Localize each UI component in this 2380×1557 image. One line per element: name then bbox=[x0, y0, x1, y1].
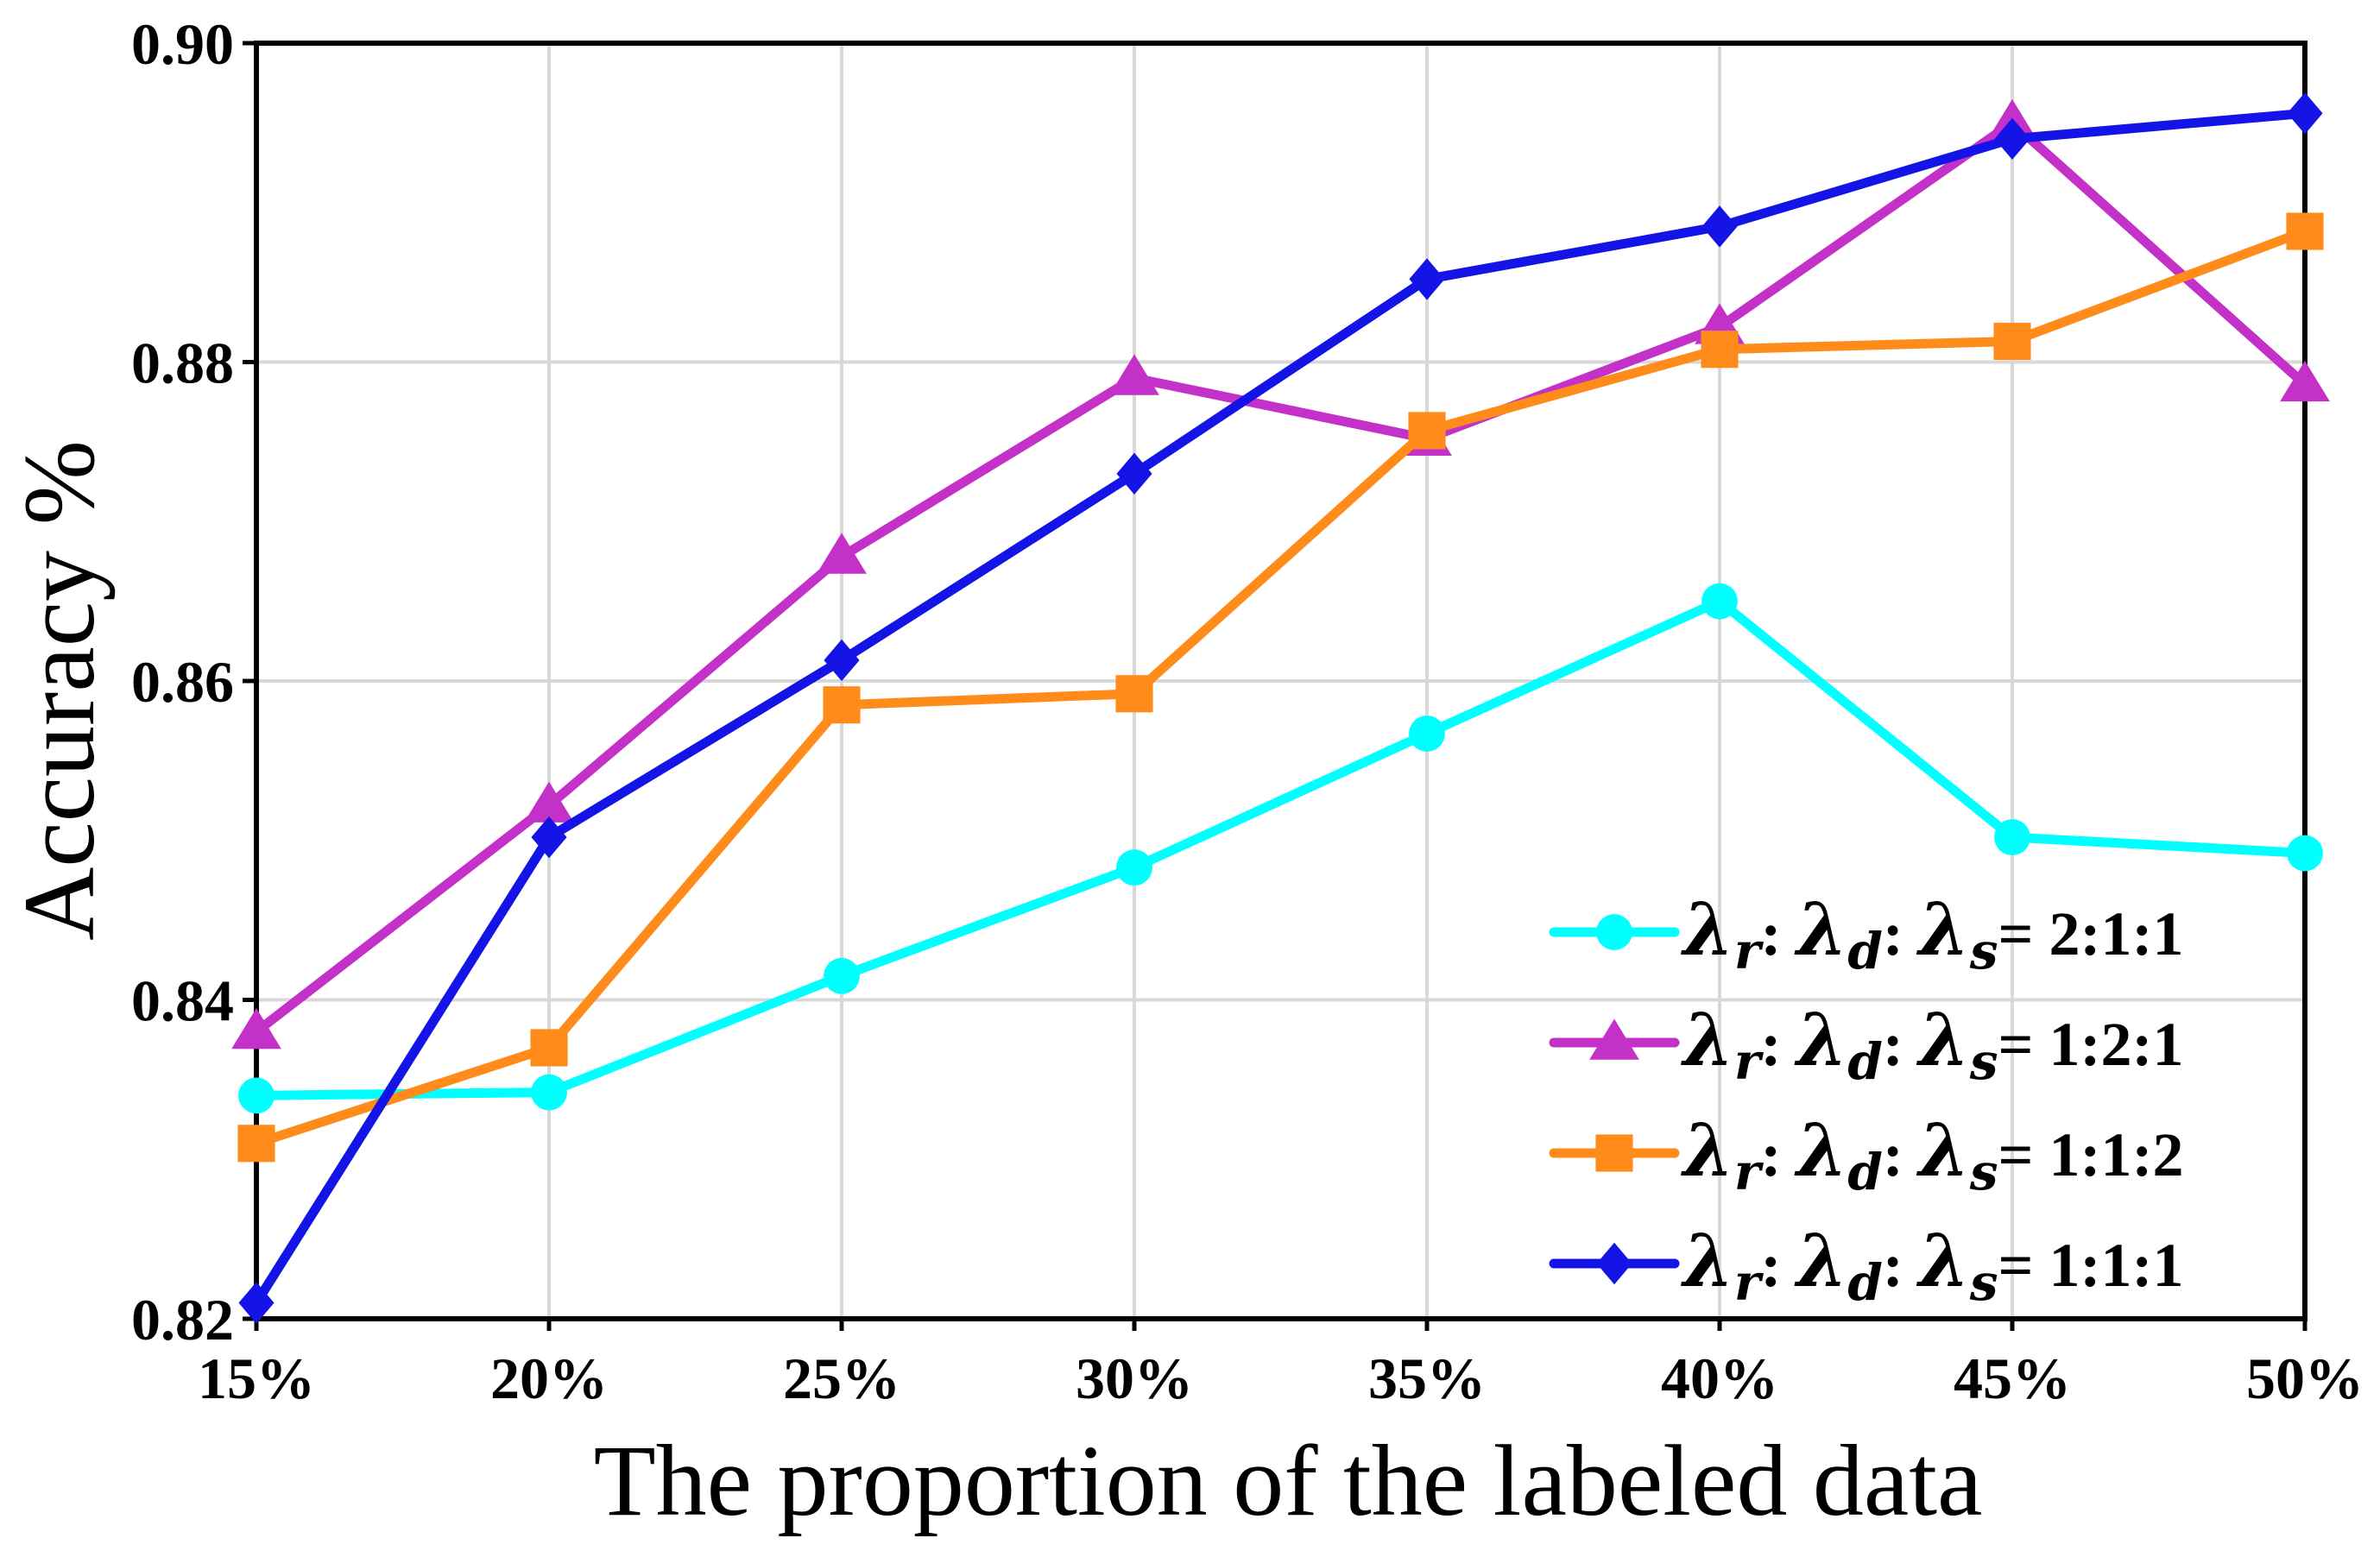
series-line-3 bbox=[251, 108, 2310, 1308]
series-1-1-2 bbox=[237, 212, 2324, 1163]
data-point-3-0 bbox=[238, 1282, 275, 1324]
x-axis-title: The proportion of the labeled data bbox=[594, 1424, 1983, 1537]
data-point-2-1 bbox=[530, 1029, 568, 1067]
data-point-1-1 bbox=[524, 781, 574, 823]
x-tick-label-4: 35% bbox=[1368, 1346, 1486, 1411]
data-point-1-7 bbox=[2280, 360, 2330, 402]
legend-marker-0 bbox=[1596, 914, 1632, 950]
y-tick-label-3: 0.88 bbox=[131, 331, 234, 396]
data-point-0-2 bbox=[824, 957, 860, 994]
series-line-2 bbox=[251, 226, 2310, 1149]
y-tick-label-1: 0.84 bbox=[131, 968, 234, 1034]
data-point-2-4 bbox=[1408, 412, 1446, 450]
legend-entry-2: λr: λd: λs= 1:1:2 bbox=[1549, 1107, 2183, 1201]
data-point-2-5 bbox=[1701, 331, 1739, 369]
y-tick-label-0: 0.82 bbox=[131, 1287, 234, 1352]
data-point-2-3 bbox=[1115, 675, 1153, 713]
y-tick-label-2: 0.86 bbox=[131, 649, 234, 715]
x-tick-label-6: 45% bbox=[1954, 1346, 2071, 1411]
y-tick-label-4: 0.90 bbox=[131, 11, 234, 77]
data-point-2-7 bbox=[2286, 212, 2324, 250]
data-point-3-2 bbox=[824, 639, 860, 682]
data-point-0-4 bbox=[1409, 715, 1445, 752]
legend-entry-1: λr: λd: λs= 1:2:1 bbox=[1549, 997, 2183, 1091]
legend-label-1: λr: λd: λs= 1:2:1 bbox=[1681, 997, 2183, 1091]
axis-ticks: 15% 20% 25% 30% 35% 40% 45% 50% 0.82 0.84 0.86 0.88… bbox=[131, 11, 2364, 1411]
data-point-0-7 bbox=[2287, 835, 2323, 872]
data-point-0-6 bbox=[1994, 819, 2030, 855]
data-point-3-1 bbox=[531, 816, 567, 859]
data-point-2-2 bbox=[823, 686, 861, 724]
data-point-0-1 bbox=[531, 1074, 567, 1111]
legend-label-3: λr: λd: λs= 1:1:1 bbox=[1681, 1218, 2183, 1312]
x-tick-label-7: 50% bbox=[2246, 1346, 2364, 1411]
legend-marker-3 bbox=[1596, 1242, 1632, 1285]
data-point-3-7 bbox=[2287, 92, 2323, 135]
data-point-2-0 bbox=[237, 1125, 275, 1163]
series-line-0 bbox=[251, 596, 2310, 1100]
data-point-1-3 bbox=[1109, 354, 1159, 395]
legend-label-0: λr: λd: λs= 2:1:1 bbox=[1681, 886, 2183, 980]
data-point-0-0 bbox=[238, 1077, 275, 1114]
data-point-3-3 bbox=[1116, 452, 1152, 495]
data-point-1-2 bbox=[817, 533, 867, 574]
legend-entry-0: λr: λd: λs= 2:1:1 bbox=[1549, 886, 2183, 980]
legend-marker-1 bbox=[1589, 1018, 1639, 1060]
x-tick-label-5: 40% bbox=[1661, 1346, 1778, 1411]
x-tick-label-1: 20% bbox=[490, 1346, 608, 1411]
legend-marker-2 bbox=[1595, 1134, 1633, 1172]
data-point-3-6 bbox=[1994, 117, 2030, 161]
x-tick-label-2: 25% bbox=[783, 1346, 900, 1411]
series-line-1 bbox=[251, 117, 2310, 1037]
data-point-1-0 bbox=[231, 1007, 281, 1050]
data-point-3-4 bbox=[1409, 258, 1445, 300]
data-point-3-5 bbox=[1701, 205, 1738, 248]
data-point-2-6 bbox=[1993, 322, 2031, 361]
series-2-1-1 bbox=[238, 583, 2323, 1114]
x-tick-label-0: 15% bbox=[198, 1346, 315, 1411]
data-series bbox=[231, 92, 2330, 1324]
data-point-0-5 bbox=[1701, 583, 1738, 620]
series-1-1-1 bbox=[238, 92, 2323, 1324]
legend: λr: λd: λs= 2:1:1 λr: λd: λs= 1:2:1 λr: λd… bbox=[1549, 886, 2183, 1312]
data-point-0-3 bbox=[1116, 849, 1152, 886]
legend-label-2: λr: λd: λs= 1:1:2 bbox=[1681, 1107, 2183, 1201]
x-tick-label-3: 30% bbox=[1076, 1346, 1193, 1411]
y-axis-title: Accuracy % bbox=[3, 440, 116, 941]
legend-entry-3: λr: λd: λs= 1:1:1 bbox=[1549, 1218, 2183, 1312]
